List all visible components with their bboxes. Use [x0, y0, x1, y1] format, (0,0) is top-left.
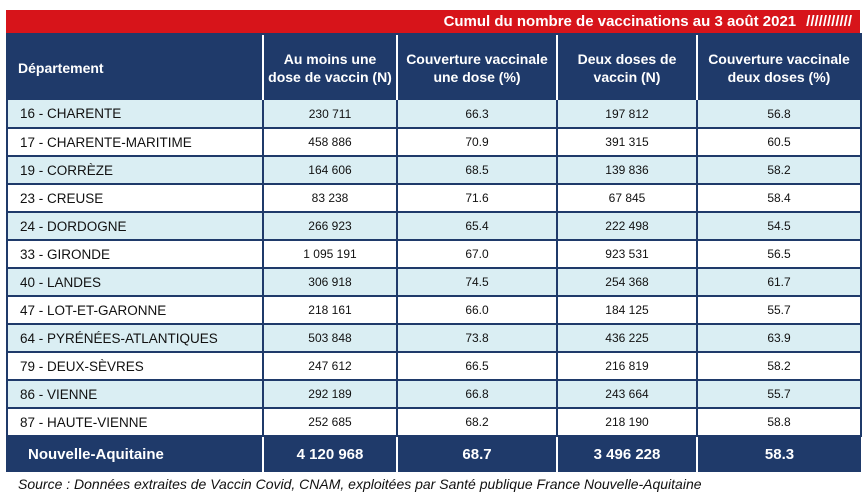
column-header-two-doses: Deux doses de vaccin (N) [556, 33, 697, 100]
cell-first-dose-coverage: 66.0 [396, 296, 558, 325]
cell-first-dose: 230 711 [262, 100, 398, 129]
cell-first-dose-coverage: 74.5 [396, 268, 558, 297]
total-label: Nouvelle-Aquitaine [6, 436, 263, 472]
total-two-doses: 3 496 228 [556, 436, 697, 472]
table-title-bar: Cumul du nombre de vaccinations au 3 aoû… [6, 10, 860, 33]
cell-first-dose: 266 923 [262, 212, 398, 241]
cell-two-doses-coverage: 56.5 [696, 240, 862, 269]
cell-first-dose-coverage: 68.2 [396, 408, 558, 437]
cell-first-dose: 83 238 [262, 184, 398, 213]
cell-two-doses-coverage: 60.5 [696, 128, 862, 157]
column-header-two-doses-coverage: Couverture vaccinale deux doses (%) [696, 33, 862, 100]
table-row: 19 - CORRÈZE 164 606 68.5 139 836 58.2 [6, 156, 862, 185]
cell-two-doses-coverage: 54.5 [696, 212, 862, 241]
cell-two-doses-coverage: 56.8 [696, 100, 862, 129]
cell-first-dose-coverage: 67.0 [396, 240, 558, 269]
table-title: Cumul du nombre de vaccinations au 3 aoû… [443, 13, 797, 30]
table-row: 86 - VIENNE 292 189 66.8 243 664 55.7 [6, 380, 862, 409]
title-decoration: /////////// [806, 13, 852, 30]
cell-first-dose: 164 606 [262, 156, 398, 185]
cell-two-doses: 254 368 [556, 268, 698, 297]
cell-departement: 79 - DEUX-SÈVRES [6, 352, 264, 381]
cell-first-dose-coverage: 66.5 [396, 352, 558, 381]
cell-first-dose-coverage: 68.5 [396, 156, 558, 185]
cell-two-doses: 243 664 [556, 380, 698, 409]
cell-departement: 19 - CORRÈZE [6, 156, 264, 185]
cell-first-dose-coverage: 73.8 [396, 324, 558, 353]
cell-first-dose-coverage: 71.6 [396, 184, 558, 213]
total-first-dose: 4 120 968 [262, 436, 397, 472]
cell-two-doses-coverage: 58.2 [696, 352, 862, 381]
cell-departement: 64 - PYRÉNÉES-ATLANTIQUES [6, 324, 264, 353]
cell-first-dose: 252 685 [262, 408, 398, 437]
cell-two-doses: 923 531 [556, 240, 698, 269]
cell-two-doses-coverage: 58.8 [696, 408, 862, 437]
cell-two-doses-coverage: 55.7 [696, 380, 862, 409]
cell-first-dose: 1 095 191 [262, 240, 398, 269]
table-row: 87 - HAUTE-VIENNE 252 685 68.2 218 190 58.8 [6, 408, 862, 437]
cell-departement: 33 - GIRONDE [6, 240, 264, 269]
table-row: 16 - CHARENTE 230 711 66.3 197 812 56.8 [6, 100, 862, 129]
cell-two-doses: 139 836 [556, 156, 698, 185]
column-header-departement: Département [6, 33, 263, 100]
cell-first-dose-coverage: 66.8 [396, 380, 558, 409]
table-row: 24 - DORDOGNE 266 923 65.4 222 498 54.5 [6, 212, 862, 241]
header-row: Département Au moins une dose de vaccin … [6, 33, 862, 100]
cell-two-doses-coverage: 63.9 [696, 324, 862, 353]
cell-departement: 47 - LOT-ET-GARONNE [6, 296, 264, 325]
total-first-dose-coverage: 68.7 [396, 436, 557, 472]
cell-two-doses: 391 315 [556, 128, 698, 157]
table-row: 17 - CHARENTE-MARITIME 458 886 70.9 391 315… [6, 128, 862, 157]
total-two-doses-coverage: 58.3 [696, 436, 861, 472]
cell-first-dose: 458 886 [262, 128, 398, 157]
cell-two-doses: 216 819 [556, 352, 698, 381]
cell-two-doses-coverage: 58.2 [696, 156, 862, 185]
cell-first-dose: 218 161 [262, 296, 398, 325]
cell-departement: 17 - CHARENTE-MARITIME [6, 128, 264, 157]
total-row: Nouvelle-Aquitaine 4 120 968 68.7 3 496 … [6, 436, 861, 472]
cell-two-doses: 436 225 [556, 324, 698, 353]
cell-two-doses-coverage: 58.4 [696, 184, 862, 213]
cell-departement: 23 - CREUSE [6, 184, 264, 213]
cell-first-dose-coverage: 65.4 [396, 212, 558, 241]
cell-departement: 40 - LANDES [6, 268, 264, 297]
cell-first-dose: 292 189 [262, 380, 398, 409]
table-row: 23 - CREUSE 83 238 71.6 67 845 58.4 [6, 184, 862, 213]
cell-first-dose: 306 918 [262, 268, 398, 297]
table-row: 33 - GIRONDE 1 095 191 67.0 923 531 56.5 [6, 240, 862, 269]
table-row: 47 - LOT-ET-GARONNE 218 161 66.0 184 125 55.… [6, 296, 862, 325]
cell-two-doses-coverage: 55.7 [696, 296, 862, 325]
cell-two-doses: 184 125 [556, 296, 698, 325]
cell-two-doses: 197 812 [556, 100, 698, 129]
table-row: 79 - DEUX-SÈVRES 247 612 66.5 216 819 58.2 [6, 352, 862, 381]
cell-departement: 24 - DORDOGNE [6, 212, 264, 241]
cell-two-doses: 222 498 [556, 212, 698, 241]
source-note: Source : Données extraites de Vaccin Cov… [18, 476, 702, 492]
table-body: 16 - CHARENTE 230 711 66.3 197 812 56.8 17 - … [6, 100, 862, 437]
cell-departement: 87 - HAUTE-VIENNE [6, 408, 264, 437]
column-header-first-dose: Au moins une dose de vaccin (N) [262, 33, 397, 100]
column-header-first-dose-coverage: Couverture vaccinale une dose (%) [396, 33, 557, 100]
cell-first-dose: 247 612 [262, 352, 398, 381]
cell-departement: 86 - VIENNE [6, 380, 264, 409]
table-row: 64 - PYRÉNÉES-ATLANTIQUES 503 848 73.8 436 … [6, 324, 862, 353]
cell-two-doses: 218 190 [556, 408, 698, 437]
vaccination-table: Département Au moins une dose de vaccin … [6, 33, 862, 472]
cell-two-doses: 67 845 [556, 184, 698, 213]
cell-first-dose-coverage: 66.3 [396, 100, 558, 129]
cell-departement: 16 - CHARENTE [6, 100, 264, 129]
cell-first-dose-coverage: 70.9 [396, 128, 558, 157]
cell-first-dose: 503 848 [262, 324, 398, 353]
table-row: 40 - LANDES 306 918 74.5 254 368 61.7 [6, 268, 862, 297]
cell-two-doses-coverage: 61.7 [696, 268, 862, 297]
